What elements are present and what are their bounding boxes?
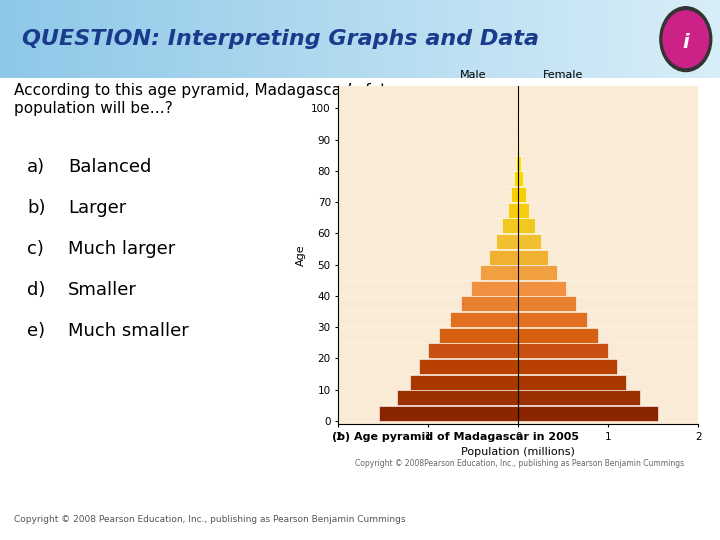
Bar — [397, 390, 518, 405]
Y-axis label: Age: Age — [296, 244, 305, 266]
Bar — [518, 171, 523, 186]
Bar — [518, 140, 520, 155]
Text: e): e) — [27, 322, 45, 340]
Bar — [518, 359, 618, 374]
Text: Much smaller: Much smaller — [68, 322, 189, 340]
X-axis label: Population (millions): Population (millions) — [462, 447, 575, 457]
Bar — [518, 375, 626, 389]
Text: Larger: Larger — [68, 199, 127, 217]
Text: According to this age pyramid, Madagascar’s future
population will be…?: According to this age pyramid, Madagasca… — [14, 83, 412, 116]
Circle shape — [660, 6, 711, 71]
Bar — [410, 375, 518, 389]
Bar — [518, 265, 557, 280]
Bar — [471, 281, 518, 296]
Bar — [518, 249, 548, 265]
Bar — [480, 265, 518, 280]
Bar — [450, 312, 518, 327]
Bar — [379, 406, 518, 421]
Bar — [518, 156, 521, 171]
Bar — [518, 406, 658, 421]
Bar — [518, 218, 534, 233]
Text: b): b) — [27, 199, 45, 217]
Bar — [518, 312, 587, 327]
Bar — [518, 281, 566, 296]
Text: (b) Age pyramid of Madagascar in 2005: (b) Age pyramid of Madagascar in 2005 — [332, 432, 579, 442]
Bar — [508, 202, 518, 218]
Bar — [518, 296, 576, 312]
Bar — [511, 187, 518, 202]
Bar — [518, 234, 541, 249]
Text: Female: Female — [543, 70, 584, 80]
Bar — [518, 328, 598, 343]
Bar — [518, 202, 529, 218]
Text: a): a) — [27, 158, 45, 176]
Bar — [461, 296, 518, 312]
Bar — [496, 234, 518, 249]
Text: QUESTION: Interpreting Graphs and Data: QUESTION: Interpreting Graphs and Data — [22, 29, 539, 49]
Bar — [428, 343, 518, 358]
Bar — [517, 140, 518, 155]
Text: Male: Male — [460, 70, 487, 80]
Bar — [489, 249, 518, 265]
Bar — [518, 390, 640, 405]
Bar — [514, 171, 518, 186]
Text: Much larger: Much larger — [68, 240, 176, 258]
Bar — [439, 328, 518, 343]
Text: Copyright © 2008 Pearson Education, Inc., publishing as Pearson Benjamin Cumming: Copyright © 2008 Pearson Education, Inc.… — [14, 515, 406, 524]
Bar — [419, 359, 518, 374]
Bar — [516, 156, 518, 171]
Text: d): d) — [27, 281, 45, 299]
Text: Balanced: Balanced — [68, 158, 152, 176]
Text: Smaller: Smaller — [68, 281, 137, 299]
Text: c): c) — [27, 240, 44, 258]
Text: Copyright © 2008Pearson Education, Inc., publishing as Pearson Benjamin Cummings: Copyright © 2008Pearson Education, Inc.,… — [355, 459, 684, 468]
Text: i: i — [683, 33, 689, 52]
Circle shape — [663, 11, 708, 68]
Bar — [518, 187, 526, 202]
Bar — [503, 218, 518, 233]
Bar — [518, 343, 608, 358]
